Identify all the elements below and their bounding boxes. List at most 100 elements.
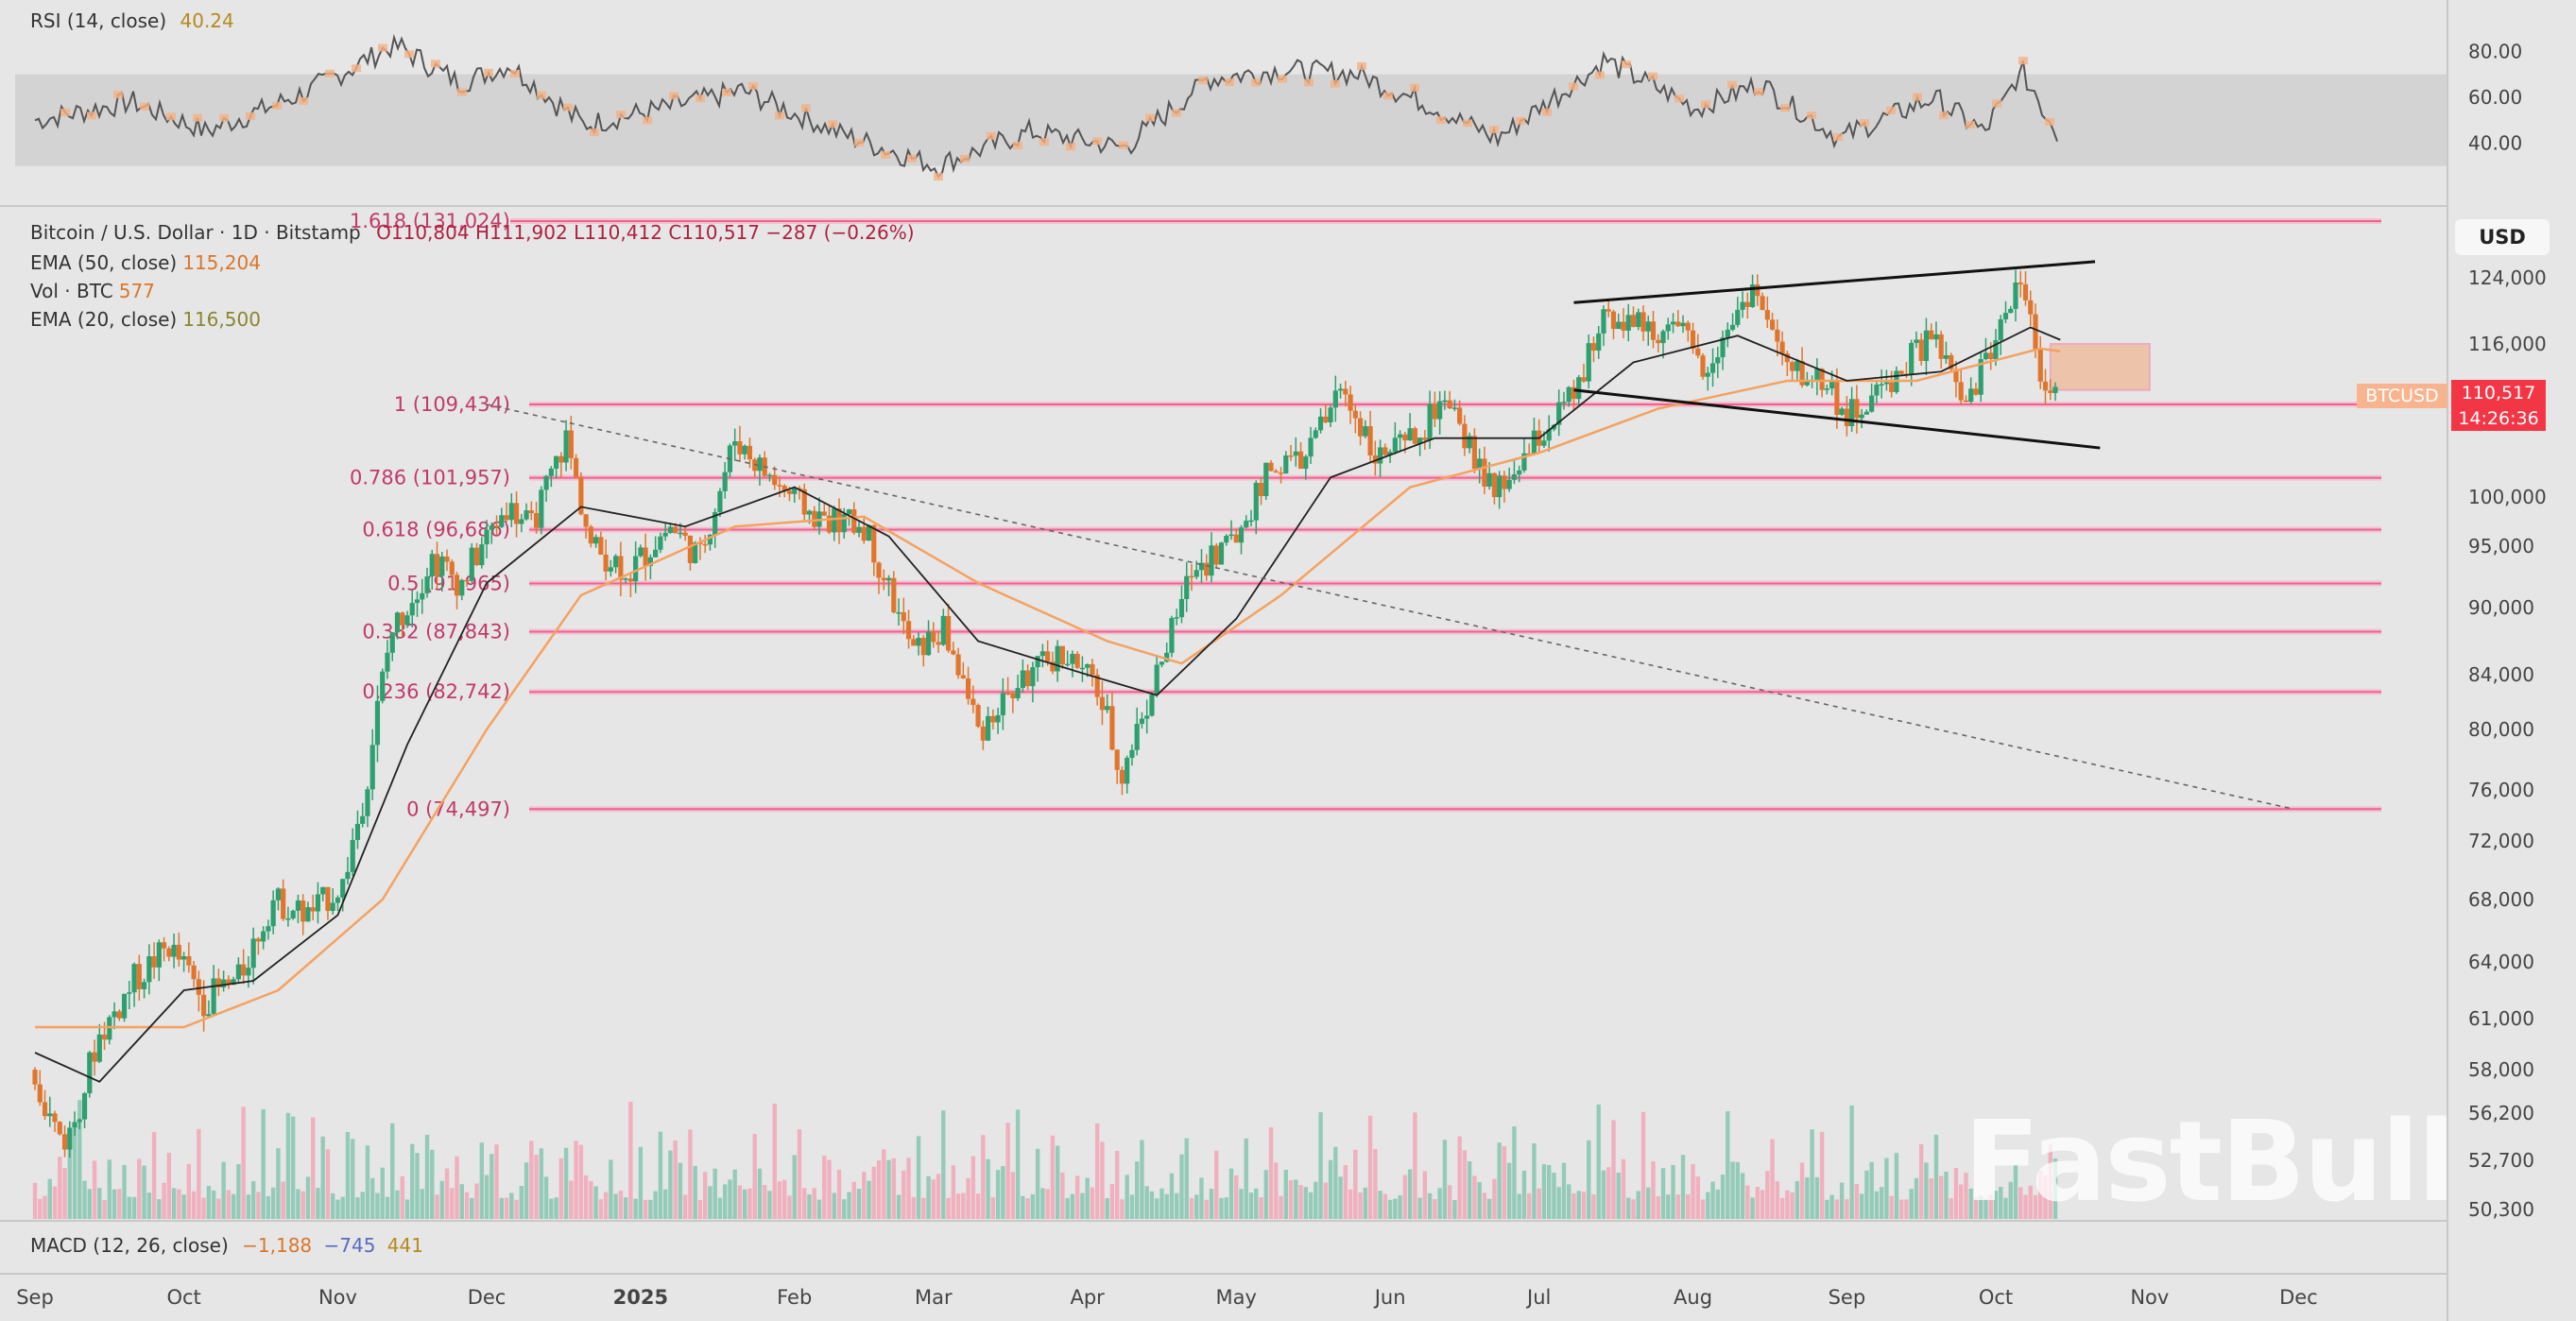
candle-body (1154, 664, 1159, 695)
candle-body (558, 455, 564, 463)
volume-bar (593, 1186, 598, 1219)
candle-body (1462, 423, 1468, 449)
candle-body (1263, 462, 1269, 497)
candle-body (400, 612, 405, 626)
volume-bar (151, 1131, 157, 1219)
candle-body (221, 979, 227, 987)
volume-bar (1348, 1189, 1353, 1219)
volume-bar (916, 1136, 921, 1219)
rsi-marker (246, 112, 256, 120)
currency-label[interactable]: USD (2455, 219, 2550, 255)
volume-bar (1740, 1173, 1745, 1219)
rsi-marker (1436, 116, 1447, 125)
ema50-legend[interactable]: EMA (50, close) 115,204 (30, 249, 261, 276)
volume-bar (1219, 1197, 1224, 1219)
symbol-legend[interactable]: Bitcoin / U.S. Dollar · 1D · Bitstamp O1… (30, 219, 915, 246)
candle-body (896, 612, 902, 614)
candle-body (1164, 652, 1170, 662)
volume-bar (1666, 1194, 1671, 1219)
volume-bar (1050, 1135, 1056, 1219)
volume-bar (1938, 1175, 1944, 1219)
fib-level-label: 1.618 (131,024) (350, 210, 510, 232)
ema20-legend[interactable]: EMA (20, close) 116,500 (30, 306, 261, 333)
macd-legend[interactable]: MACD (12, 26, close) −1,188 −745 441 (30, 1234, 423, 1257)
volume-bar (177, 1189, 181, 1219)
macd-hist-value: 441 (386, 1234, 423, 1257)
volume-bar (1541, 1164, 1547, 1219)
volume-bar (1964, 1172, 1968, 1219)
candle-body (970, 698, 976, 706)
volume-bar (722, 1184, 728, 1219)
volume-bar (747, 1188, 752, 1219)
candle-body (151, 956, 157, 968)
rsi-marker (828, 120, 838, 129)
time-tick-label: Oct (166, 1286, 200, 1309)
volume-bar (1999, 1187, 2003, 1219)
volume-bar (420, 1189, 424, 1219)
candle-body (757, 457, 763, 472)
candle-body (846, 509, 852, 515)
candle-body (1883, 382, 1890, 385)
candle-body (1288, 455, 1294, 457)
rsi-marker (563, 103, 574, 112)
volume-bar (1799, 1162, 1805, 1219)
volume-bar (82, 1180, 87, 1219)
volume-bar (1825, 1199, 1829, 1219)
volume-bar (137, 1158, 142, 1219)
candle-body (1268, 462, 1274, 472)
candle-body (1035, 656, 1040, 668)
volume-bar (737, 1185, 743, 1219)
candle-body (81, 1092, 88, 1120)
candle-body (717, 490, 723, 512)
candle-body (1367, 426, 1373, 456)
watermark-logo: FastBull (1964, 1096, 2456, 1227)
candle-body (528, 510, 534, 514)
candle-body (539, 489, 544, 528)
candle-body (1477, 458, 1483, 470)
candle-body (732, 441, 738, 446)
candle-body (876, 562, 882, 578)
volume-bar (1472, 1175, 1477, 1219)
change-value: −287 (−0.26%) (765, 221, 915, 244)
volume-bar (146, 1192, 152, 1219)
candle-body (553, 455, 559, 469)
volume-bar (131, 1196, 137, 1219)
rsi-marker (643, 116, 653, 125)
rsi-marker (1039, 138, 1050, 146)
candle-body (1134, 724, 1140, 750)
rsi-line (34, 33, 2058, 179)
time-tick-label: Mar (915, 1286, 953, 1309)
volume-bar (1745, 1185, 1750, 1219)
symbol-tag: BTCUSD (2357, 384, 2447, 408)
volume-bar (1382, 1193, 1388, 1219)
volume-bar (1785, 1190, 1790, 1219)
time-tick-label: Dec (2279, 1286, 2318, 1309)
rsi-marker (87, 112, 97, 120)
price-tick-label: 52,700 (2468, 1149, 2534, 1172)
volume-bar (981, 1135, 986, 1219)
rsi-marker (1807, 112, 1817, 120)
candle-body (786, 490, 793, 494)
rsi-marker (1754, 88, 1764, 96)
volume-legend[interactable]: Vol · BTC 577 (30, 278, 155, 304)
candle-body (484, 529, 489, 545)
candle-body (1789, 362, 1795, 371)
volume-bar (1859, 1193, 1864, 1219)
candle-body (1482, 458, 1487, 487)
volume-bar (1497, 1142, 1502, 1219)
volume-bar (92, 1160, 97, 1219)
candle-body (1372, 455, 1378, 464)
candle-body (960, 675, 966, 678)
candle-body (1194, 570, 1199, 577)
price-tick-label: 61,000 (2468, 1007, 2534, 1030)
candle-body (32, 1070, 38, 1085)
volume-bar (732, 1169, 737, 1219)
volume-bar (1849, 1105, 1854, 1219)
candle-body (1918, 339, 1924, 361)
rsi-legend[interactable]: RSI (14, close) 40.24 (30, 9, 234, 32)
candle-body (1705, 372, 1710, 377)
candle-body (1590, 343, 1597, 352)
candle-body (673, 526, 678, 534)
volume-bar (549, 1198, 554, 1219)
